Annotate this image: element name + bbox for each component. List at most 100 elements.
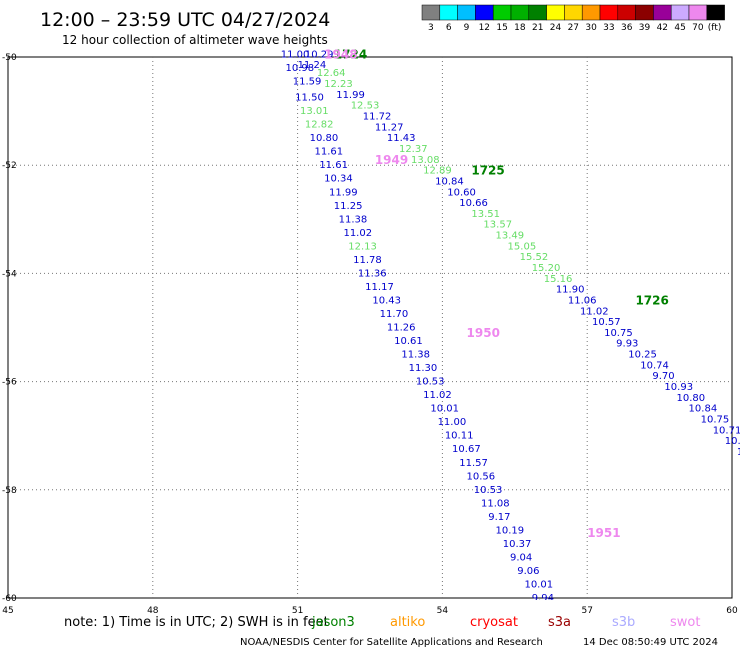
wave-height-label: 10.74 bbox=[640, 360, 669, 371]
wave-height-label: 11.26 bbox=[387, 323, 416, 334]
wave-height-label: 10.84 bbox=[689, 404, 718, 415]
legend-bin-label: 6 bbox=[446, 23, 452, 33]
wave-height-label: 13.57 bbox=[483, 220, 512, 231]
wave-height-label: 11.57 bbox=[459, 458, 488, 469]
wave-height-label: 10.53 bbox=[416, 377, 445, 388]
x-tick-label: 45 bbox=[2, 606, 13, 616]
wave-height-label: 9.04 bbox=[510, 552, 532, 563]
wave-height-label: 11.90 bbox=[556, 285, 585, 296]
wave-height-label: 11.99 bbox=[336, 90, 365, 101]
pass-number-label: 1950 bbox=[467, 326, 500, 340]
wave-height-label: 10.34 bbox=[324, 174, 353, 185]
wave-height-label: 11.38 bbox=[401, 350, 430, 361]
wave-height-label: 10.57 bbox=[592, 317, 621, 328]
legend-bin-label: 12 bbox=[479, 23, 490, 33]
wave-height-label: 11.38 bbox=[339, 214, 368, 225]
wave-height-label: 13.01 bbox=[300, 106, 329, 117]
x-tick-label: 60 bbox=[726, 606, 738, 616]
legend-bin-label: 21 bbox=[532, 23, 543, 33]
wave-height-label: 10.56 bbox=[467, 471, 496, 482]
wave-height-label: 10.75 bbox=[701, 414, 730, 425]
y-tick-label: -54 bbox=[2, 269, 17, 279]
plot-area bbox=[7, 56, 733, 599]
x-axis-ticks: 45 48 51 54 57 60 bbox=[2, 606, 738, 616]
wave-height-label: 11.59 bbox=[293, 76, 322, 87]
wave-height-label: 11.43 bbox=[387, 133, 416, 144]
y-tick-label: -56 bbox=[2, 378, 17, 388]
y-tick-label: -58 bbox=[2, 486, 17, 496]
pass-number-label: 1949 bbox=[375, 153, 408, 167]
wave-height-label: 11.78 bbox=[353, 255, 382, 266]
wave-height-label: 11.17 bbox=[365, 282, 394, 293]
wave-height-label: 11.50 bbox=[295, 93, 324, 104]
legend-bin-label: 70 bbox=[692, 23, 704, 33]
x-tick-label: 54 bbox=[437, 606, 449, 616]
wave-height-label: 10.37 bbox=[503, 539, 532, 550]
legend-bin-label: 45 bbox=[674, 23, 685, 33]
wave-height-label: 10.11 bbox=[445, 431, 474, 442]
wave-height-label: 10.29 bbox=[305, 49, 334, 60]
legend-bin-label: 24 bbox=[550, 23, 562, 33]
mission-label-cryosat: cryosat bbox=[470, 615, 518, 630]
legend-swatch bbox=[475, 4, 494, 21]
wave-height-label: 11.08 bbox=[481, 498, 510, 509]
wave-height-label: 10.25 bbox=[628, 350, 657, 361]
wave-height-label: 11.06 bbox=[568, 295, 597, 306]
x-tick-label: 48 bbox=[147, 606, 159, 616]
wave-height-label: 9.70 bbox=[652, 371, 674, 382]
chart-subtitle: 12 hour collection of altimeter wave hei… bbox=[62, 33, 328, 47]
wave-height-label: 10.59 bbox=[725, 436, 740, 447]
legend-bin-label: 15 bbox=[496, 23, 507, 33]
wave-height-label: 10.71 bbox=[713, 425, 740, 436]
legend-swatch bbox=[617, 4, 636, 21]
wave-height-label: 11.27 bbox=[375, 122, 404, 133]
wave-height-label: 10.98 bbox=[286, 63, 315, 74]
wave-height-label: 12.82 bbox=[305, 120, 334, 131]
y-tick-label: -60 bbox=[2, 594, 17, 604]
wave-height-label: 10.80 bbox=[676, 393, 705, 404]
mission-label-jason3: jason3 bbox=[311, 615, 355, 630]
wave-height-label: 11.30 bbox=[409, 363, 438, 374]
wave-height-label: 10.43 bbox=[372, 295, 401, 306]
y-tick-label: -50 bbox=[2, 53, 17, 63]
legend-swatch bbox=[581, 4, 601, 21]
wave-height-label: 10.61 bbox=[394, 336, 423, 347]
wave-height-label: 11.99 bbox=[329, 187, 358, 198]
wave-height-label: 12.53 bbox=[351, 101, 380, 112]
wave-height-label: 11.02 bbox=[423, 390, 452, 401]
pass-number-label: 1948 bbox=[324, 47, 357, 61]
legend-swatch bbox=[492, 4, 512, 21]
x-tick-label: 57 bbox=[581, 606, 592, 616]
wave-height-label: 10.01 bbox=[524, 579, 553, 590]
pass-number-label: 1724 bbox=[334, 47, 367, 61]
wave-height-label: 10.53 bbox=[474, 485, 503, 496]
wave-height-label: 13.51 bbox=[471, 209, 500, 220]
pass-number-label: 1726 bbox=[635, 293, 668, 307]
legend-swatch bbox=[564, 4, 583, 21]
data-labels: 11.0010.2911.2412.6412.2311.9912.5311.72… bbox=[281, 49, 740, 600]
plot-border bbox=[7, 56, 733, 599]
wave-height-label: 11.02 bbox=[343, 228, 372, 239]
wave-height-label: 10.75 bbox=[604, 328, 633, 339]
legend-swatch bbox=[670, 4, 690, 21]
wave-height-label: 10.84 bbox=[435, 176, 464, 187]
wave-height-label: 11.24 bbox=[298, 60, 327, 71]
wave-height-label: 10.66 bbox=[459, 198, 488, 209]
wave-height-label: 10.93 bbox=[664, 382, 693, 393]
legend-bin-label: 36 bbox=[621, 23, 633, 33]
wave-height-label: 10.60 bbox=[447, 187, 476, 198]
wave-height-label: 11.54 bbox=[737, 447, 740, 458]
wave-height-label: 11.36 bbox=[358, 268, 387, 279]
wave-height-label: 11.70 bbox=[380, 309, 409, 320]
mission-label-s3b: s3b bbox=[612, 615, 635, 630]
legend-swatch bbox=[546, 4, 565, 21]
legend-swatch bbox=[510, 4, 530, 21]
legend-bin-label: 27 bbox=[568, 23, 579, 33]
wave-height-label: 9.17 bbox=[488, 512, 510, 523]
legend-bin-label: 18 bbox=[514, 23, 526, 33]
legend-bin-label: 9 bbox=[464, 23, 470, 33]
legend-bin-label: 33 bbox=[603, 23, 614, 33]
legend-swatch bbox=[439, 4, 458, 21]
mission-label-altiko: altiko bbox=[390, 615, 425, 630]
